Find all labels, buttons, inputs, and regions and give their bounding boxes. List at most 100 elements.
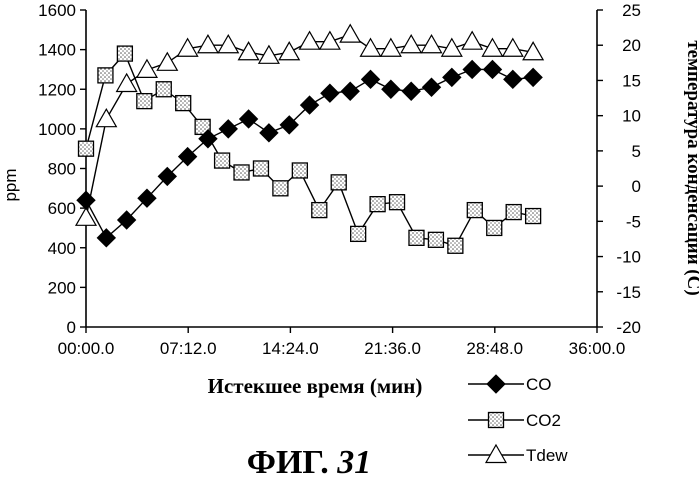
x-tick-label: 28:48.0 (466, 339, 523, 358)
series-line-co2 (86, 54, 533, 246)
co2-point (234, 165, 249, 180)
co-point (504, 70, 522, 88)
right-y-tick-label: 10 (622, 107, 641, 126)
co2-point (506, 205, 521, 220)
co2-point (351, 226, 366, 241)
figure-label-number: 31 (336, 444, 371, 481)
chart-axes (86, 10, 597, 327)
right-y-tick-label: 20 (622, 36, 641, 55)
co2-point (176, 96, 191, 111)
co2-point (79, 141, 94, 156)
legend-label: CO (526, 375, 552, 394)
co2-point (409, 230, 424, 245)
left-y-tick-label: 200 (48, 278, 76, 297)
left-y-tick-label: 1200 (38, 80, 76, 99)
right-y-tick-label: -20 (616, 318, 641, 337)
co2-point (273, 181, 288, 196)
tdew-point (279, 42, 299, 60)
co2-point (137, 94, 152, 109)
tdew-point (300, 32, 320, 50)
tdew-point (401, 35, 421, 53)
right-y-tick-label: 25 (622, 1, 641, 20)
right-y-tick-label: -15 (616, 283, 641, 302)
right-y-tick-label: -10 (616, 248, 641, 267)
x-tick-label: 00:00.0 (58, 339, 115, 358)
co2-point (467, 203, 482, 218)
tdew-point (239, 42, 259, 60)
tdew-point (320, 32, 340, 50)
left-y-tick-label: 400 (48, 239, 76, 258)
co2-point (390, 195, 405, 210)
co2-point (526, 209, 541, 224)
series-line-co (86, 69, 533, 237)
co2-point (253, 161, 268, 176)
co2-point (98, 68, 113, 83)
series-co (77, 60, 542, 246)
x-axis-title: Истекшее время (мин) (208, 374, 423, 398)
co-point (77, 191, 95, 209)
legend-swatch-marker (489, 413, 504, 428)
co2-point (448, 238, 463, 253)
right-y-axis-title: температура конденсации (C) (683, 40, 699, 295)
legend-swatch-marker (486, 445, 506, 463)
co2-point (331, 175, 346, 190)
tdew-point (157, 53, 177, 71)
co-point (341, 82, 359, 100)
tdew-point (503, 39, 523, 57)
co-point (321, 84, 339, 102)
x-tick-label: 14:24.0 (262, 339, 319, 358)
legend-swatch-marker (487, 375, 505, 393)
tdew-point (462, 32, 482, 50)
right-y-tick-label: 15 (622, 71, 641, 90)
co-point (240, 110, 258, 128)
left-y-ticks: 0 200 400 600 800 1000 1200 1400 1600 (38, 1, 86, 337)
co2-point (370, 197, 385, 212)
co-point (402, 82, 420, 100)
left-y-tick-label: 1000 (38, 120, 76, 139)
legend-item-co: CO (468, 375, 552, 394)
tdew-point (340, 25, 360, 43)
tdew-point (218, 35, 238, 53)
series-layer (76, 25, 543, 254)
tdew-point (76, 208, 96, 226)
right-y-tick-label: 5 (632, 142, 641, 161)
right-y-tick-label: 0 (632, 177, 641, 196)
figure-label: ФИГ. 31 (247, 444, 371, 481)
x-tick-label: 07:12.0 (160, 339, 217, 358)
right-y-ticks: 25 20 15 10 5 0 -5 -10 -15 -20 (597, 1, 641, 337)
legend-label: CO2 (526, 411, 561, 430)
co-point (443, 68, 461, 86)
co2-point (312, 203, 327, 218)
chart-legend: CO CO2 Tdew (468, 375, 568, 465)
left-y-tick-label: 1400 (38, 41, 76, 60)
co-point (382, 80, 400, 98)
co2-point (156, 82, 171, 97)
co-point (362, 70, 380, 88)
tdew-point (361, 39, 381, 57)
x-ticks: 00:00.007:12.014:24.021:36.028:48.036:00… (58, 327, 626, 358)
left-y-tick-label: 1600 (38, 1, 76, 20)
co2-point (215, 153, 230, 168)
tdew-point (96, 109, 116, 127)
tdew-point (482, 39, 502, 57)
co-point (463, 60, 481, 78)
co2-point (487, 220, 502, 235)
left-y-tick-label: 600 (48, 199, 76, 218)
legend-label: Tdew (526, 446, 568, 465)
tdew-point (137, 60, 157, 78)
left-y-axis-title: ppm (1, 168, 20, 201)
figure-label-prefix: ФИГ. (247, 444, 329, 481)
co2-point (292, 163, 307, 178)
tdew-point (422, 35, 442, 53)
left-y-tick-label: 0 (67, 318, 76, 337)
legend-item-co2: CO2 (468, 411, 561, 430)
x-tick-label: 36:00.0 (569, 339, 626, 358)
left-y-tick-label: 800 (48, 160, 76, 179)
right-y-tick-label: -5 (626, 212, 641, 231)
co-point (219, 120, 237, 138)
co2-point (117, 46, 132, 61)
co-point (483, 60, 501, 78)
legend-item-tdew: Tdew (468, 445, 568, 465)
co-point (423, 78, 441, 96)
